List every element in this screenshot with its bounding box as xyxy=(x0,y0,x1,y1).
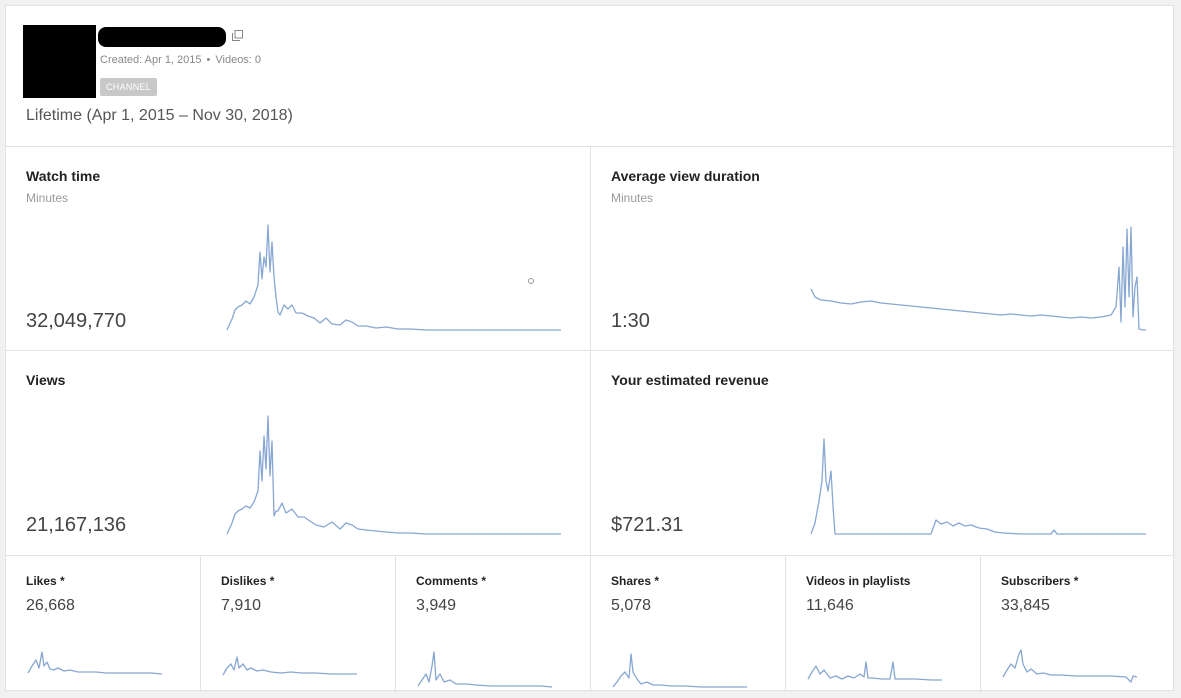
avg-view-duration-card[interactable]: Average view duration Minutes 1:30 xyxy=(591,147,1175,351)
dislikes-card[interactable]: Dislikes * 7,910 xyxy=(201,556,396,692)
videos-in-playlists-sparkline xyxy=(807,661,942,681)
videos-in-playlists-card[interactable]: Videos in playlists 11,646 xyxy=(786,556,981,692)
avg-view-duration-unit: Minutes xyxy=(611,191,654,205)
comments-sparkline xyxy=(417,651,553,688)
revenue-value: $721.31 xyxy=(611,514,684,536)
likes-value: 26,668 xyxy=(26,597,75,614)
subscribers-title: Subscribers * xyxy=(1001,574,1079,588)
avg-view-duration-value: 1:30 xyxy=(611,310,650,332)
dislikes-title: Dislikes * xyxy=(221,574,275,588)
date-range: Lifetime (Apr 1, 2015 – Nov 30, 2018) xyxy=(26,107,293,124)
shares-sparkline xyxy=(612,653,747,688)
analytics-panel: Created: Apr 1, 2015 • Videos: 0 CHANNEL L… xyxy=(5,5,1175,692)
channel-avatar xyxy=(23,25,96,98)
likes-sparkline xyxy=(27,651,163,675)
channel-badge: CHANNEL xyxy=(100,78,158,96)
revenue-sparkline xyxy=(810,438,1146,535)
revenue-title: Your estimated revenue xyxy=(611,372,769,388)
subscribers-card[interactable]: Subscribers * 33,845 xyxy=(981,556,1175,692)
videos-in-playlists-value: 11,646 xyxy=(806,597,854,614)
likes-title: Likes * xyxy=(26,574,65,588)
views-value: 21,167,136 xyxy=(26,514,127,536)
comments-card[interactable]: Comments * 3,949 xyxy=(396,556,591,692)
external-link-icon[interactable] xyxy=(232,30,243,41)
watch-time-sparkline xyxy=(226,224,561,331)
avg-view-duration-sparkline xyxy=(810,226,1146,331)
comments-title: Comments * xyxy=(416,574,487,588)
watch-time-card[interactable]: Watch time Minutes 32,049,770 xyxy=(6,147,591,351)
subscribers-sparkline xyxy=(1002,649,1138,683)
shares-title: Shares * xyxy=(611,574,660,588)
channel-header: Created: Apr 1, 2015 • Videos: 0 CHANNEL L… xyxy=(6,6,1175,147)
views-card[interactable]: Views 21,167,136 xyxy=(6,351,591,556)
dislikes-sparkline xyxy=(222,656,357,676)
watch-time-unit: Minutes xyxy=(26,191,69,205)
watch-time-title: Watch time xyxy=(26,168,101,184)
shares-value: 5,078 xyxy=(611,597,652,614)
views-title: Views xyxy=(26,372,66,388)
videos-in-playlists-title: Videos in playlists xyxy=(806,574,911,588)
views-sparkline xyxy=(226,415,561,535)
watch-time-value: 32,049,770 xyxy=(26,310,127,332)
meta-separator: • xyxy=(206,54,211,66)
avg-view-duration-title: Average view duration xyxy=(611,168,760,184)
likes-card[interactable]: Likes * 26,668 xyxy=(6,556,201,692)
revenue-card[interactable]: Your estimated revenue $721.31 xyxy=(591,351,1175,556)
video-count: Videos: 0 xyxy=(215,54,262,66)
channel-meta: Created: Apr 1, 2015 • Videos: 0 xyxy=(100,54,261,66)
dislikes-value: 7,910 xyxy=(221,597,262,614)
subscribers-value: 33,845 xyxy=(1001,597,1050,614)
shares-card[interactable]: Shares * 5,078 xyxy=(591,556,786,692)
comments-value: 3,949 xyxy=(416,597,457,614)
created-date: Created: Apr 1, 2015 xyxy=(100,54,202,66)
channel-name-redacted xyxy=(98,27,226,47)
